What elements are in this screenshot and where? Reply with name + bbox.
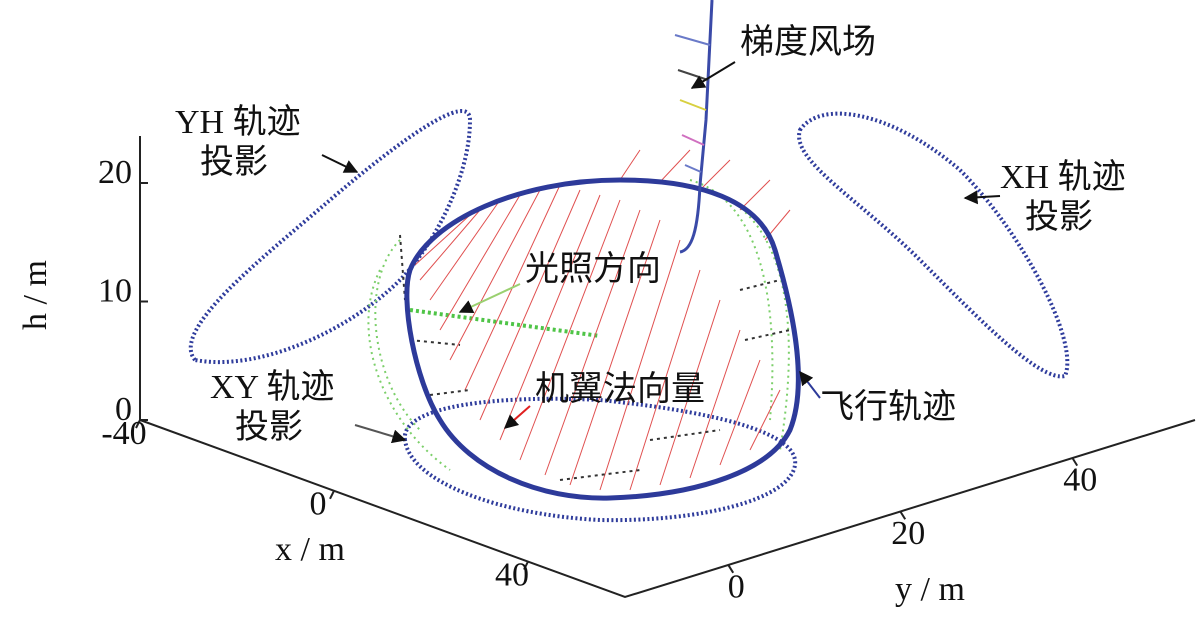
y-tick — [727, 564, 735, 574]
annotation: 投影 — [235, 408, 303, 446]
annotation: 梯度风场 — [740, 23, 876, 61]
normal-shadows — [399, 234, 791, 481]
flight-trajectory — [404, 177, 801, 501]
xh-projection — [797, 111, 1070, 379]
annotation: 投影 — [200, 143, 268, 181]
h-tick-label: 10 — [98, 272, 132, 309]
annotation-arrow — [354, 424, 407, 444]
wind-field — [679, 0, 714, 254]
y-tick-label: 40 — [1063, 461, 1097, 498]
y-tick-label: 0 — [728, 569, 745, 606]
y-tick-label: 20 — [891, 515, 925, 552]
annotation-arrow — [503, 405, 531, 429]
x-tick-label: -40 — [101, 415, 146, 452]
annotation-arrow — [458, 283, 521, 314]
annotation-arrow — [321, 154, 359, 173]
x-tick — [523, 561, 529, 571]
x-tick — [135, 419, 141, 429]
y-tick — [899, 510, 907, 520]
xy-projection — [402, 396, 798, 523]
wing-normals — [414, 149, 791, 491]
annotation: XH 轨迹 — [1000, 158, 1126, 196]
yh-projection — [188, 109, 473, 365]
annotation-arrow — [963, 190, 1001, 205]
light-direction — [409, 308, 601, 338]
annotation: XY 轨迹 — [210, 368, 334, 406]
annotation: 投影 — [1025, 198, 1093, 236]
x-tick-label: 0 — [310, 486, 327, 523]
annotation: YH 轨迹 — [175, 103, 301, 141]
wind-vectors — [674, 34, 711, 173]
annotation-arrow — [799, 370, 821, 399]
h-axis-label: h / m — [17, 260, 54, 330]
annotation-arrow — [690, 61, 736, 89]
h-tick-label: 20 — [98, 154, 132, 191]
y-tick — [1071, 457, 1079, 467]
x-axis-label: x / m — [275, 531, 345, 568]
annotation: 光照方向 — [525, 250, 661, 288]
annotation: 机翼法向量 — [535, 370, 705, 408]
annotation: 飞行轨迹 — [820, 388, 956, 426]
x-tick-label: 40 — [495, 556, 529, 593]
y-axis-label: y / m — [895, 571, 965, 608]
h-tick-label: 0 — [115, 391, 132, 428]
light-cloud — [367, 179, 790, 471]
x-tick — [329, 490, 335, 500]
axis-frame — [139, 136, 1196, 599]
